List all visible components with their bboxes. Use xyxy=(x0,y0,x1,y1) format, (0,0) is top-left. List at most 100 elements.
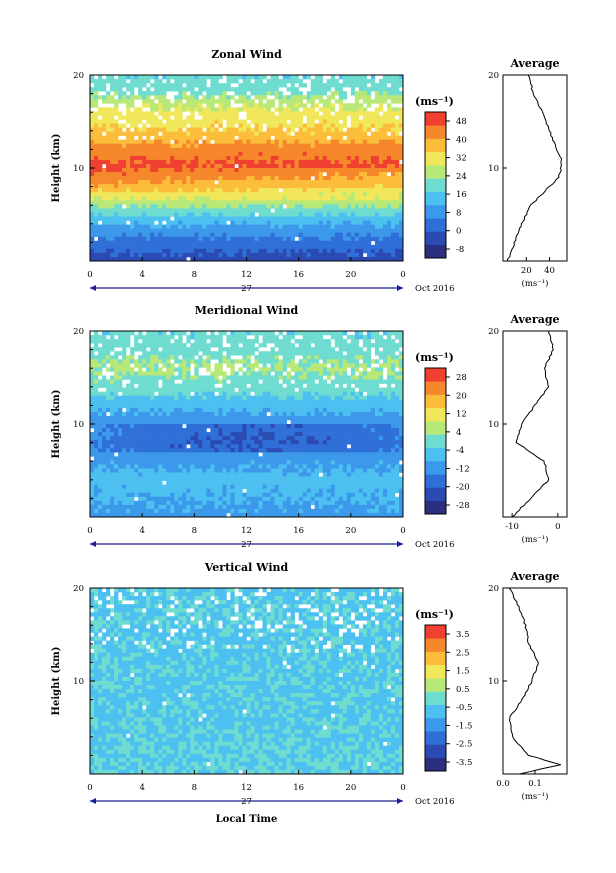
avg-x-tick-label: 0.0 xyxy=(496,779,510,789)
colorbar-segment xyxy=(425,244,446,259)
x-tick-label: 0 xyxy=(400,783,405,793)
colorbar-label: -8 xyxy=(456,245,464,255)
colorbar-segment xyxy=(425,407,446,422)
heatmap xyxy=(90,588,404,775)
y-tick-label: 20 xyxy=(73,327,84,337)
colorbar-segment xyxy=(425,125,446,139)
colorbar-label: -20 xyxy=(456,483,470,493)
colorbar-label: -4 xyxy=(456,446,464,456)
avg-x-tick-label: 0 xyxy=(555,522,560,532)
colorbar-segment xyxy=(425,717,446,732)
colorbar-frame xyxy=(424,367,447,515)
colorbar-segment xyxy=(425,381,446,395)
colorbar-label: 0 xyxy=(456,227,461,237)
colorbar-segment xyxy=(425,447,446,462)
average-title: Average xyxy=(509,570,559,583)
avg-x-unit: (ms⁻¹) xyxy=(522,278,549,289)
x-tick-label: 8 xyxy=(192,783,197,793)
colorbar-segment xyxy=(425,638,446,652)
y-axis-label: Height (km) xyxy=(51,647,62,716)
x-tick-label: 16 xyxy=(293,526,304,536)
average-frame xyxy=(502,74,568,262)
avg-y-tick-label: 20 xyxy=(488,71,499,81)
colorbar-segment xyxy=(425,500,446,515)
avg-y-tick-label: 20 xyxy=(488,327,499,337)
date-bar-end xyxy=(397,798,403,804)
colorbar-label: 32 xyxy=(456,154,467,164)
colorbar-segment xyxy=(425,651,446,666)
colorbar-segment xyxy=(425,178,446,192)
x-tick-label: 8 xyxy=(192,526,197,536)
colorbar-label: -28 xyxy=(456,501,470,511)
colorbar-label: 48 xyxy=(456,117,467,127)
date-day: 27 xyxy=(241,797,252,807)
avg-x-tick-label: 20 xyxy=(521,266,532,276)
colorbar-label: 0.5 xyxy=(456,685,470,695)
x-tick-label: 4 xyxy=(139,270,144,280)
colorbar-segment xyxy=(425,218,446,232)
avg-x-unit: (ms⁻¹) xyxy=(522,534,549,545)
colorbar-segment xyxy=(425,165,446,179)
colorbar-label: -3.5 xyxy=(456,758,472,768)
colorbar-label: 2.5 xyxy=(456,648,470,658)
colorbar-label: 8 xyxy=(456,208,461,218)
colorbar-segment xyxy=(425,421,446,435)
y-tick-label: 10 xyxy=(73,164,84,174)
date-bar-start xyxy=(90,541,96,547)
x-tick-label: 20 xyxy=(345,270,356,280)
x-tick-label: 12 xyxy=(241,783,252,793)
x-tick-label: 4 xyxy=(139,783,144,793)
colorbar-label: -1.5 xyxy=(456,721,472,731)
colorbar-label: 24 xyxy=(456,172,467,182)
colorbar-segment xyxy=(425,744,446,759)
colorbar-label: 28 xyxy=(456,373,467,383)
x-tick-label: 12 xyxy=(241,270,252,280)
colorbar-label: -0.5 xyxy=(456,703,472,713)
avg-y-tick-label: 10 xyxy=(488,420,499,430)
colorbar-segment xyxy=(425,691,446,705)
colorbar-segment xyxy=(425,625,446,639)
x-tick-label: 20 xyxy=(345,526,356,536)
x-tick-label: 16 xyxy=(293,783,304,793)
average-title: Average xyxy=(509,57,559,70)
x-tick-label: 12 xyxy=(241,526,252,536)
colorbar-unit: (ms⁻¹) xyxy=(415,608,454,621)
date-day: 27 xyxy=(241,284,252,294)
avg-x-unit: (ms⁻¹) xyxy=(522,791,549,802)
colorbar-segment xyxy=(425,394,446,409)
date-bar-end xyxy=(397,541,403,547)
average-profile-line xyxy=(508,587,561,775)
date-month: Oct 2016 xyxy=(415,797,454,807)
colorbar-label: -12 xyxy=(456,464,470,474)
y-tick-label: 20 xyxy=(73,584,84,594)
panel-title: Zonal Wind xyxy=(211,48,282,61)
colorbar-segment xyxy=(425,704,446,719)
colorbar-unit: (ms⁻¹) xyxy=(415,351,454,364)
y-tick-label: 20 xyxy=(73,71,84,81)
y-axis-label: Height (km) xyxy=(51,390,62,459)
x-tick-label: 0 xyxy=(87,270,92,280)
y-tick-label: 10 xyxy=(73,677,84,687)
colorbar-frame xyxy=(424,111,447,259)
x-tick-label: 4 xyxy=(139,526,144,536)
x-axis-label: Local Time xyxy=(216,814,278,825)
heatmap xyxy=(90,331,404,518)
x-tick-label: 8 xyxy=(192,270,197,280)
avg-x-tick-label: 0.1 xyxy=(528,779,542,789)
x-tick-label: 0 xyxy=(87,526,92,536)
colorbar-segment xyxy=(425,460,446,475)
avg-x-tick-label: -10 xyxy=(505,522,519,532)
colorbar-segment xyxy=(425,474,446,488)
colorbar-segment xyxy=(425,664,446,679)
colorbar-segment xyxy=(425,757,446,772)
y-tick-label: 10 xyxy=(73,420,84,430)
average-profile-line xyxy=(506,74,563,262)
colorbar-segment xyxy=(425,138,446,153)
colorbar-segment xyxy=(425,434,446,448)
average-frame xyxy=(502,330,568,518)
colorbar-label: 4 xyxy=(456,428,461,438)
colorbar-segment xyxy=(425,112,446,126)
heatmap xyxy=(90,75,404,262)
y-axis-label: Height (km) xyxy=(51,134,62,203)
